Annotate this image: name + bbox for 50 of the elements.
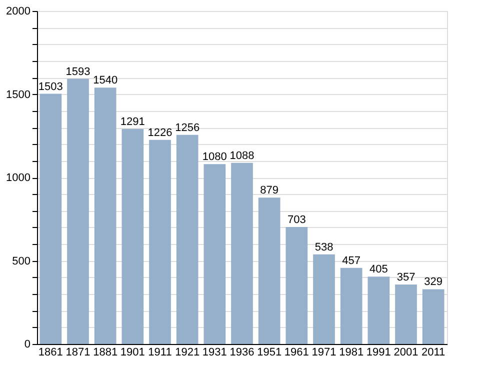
bar	[340, 268, 362, 344]
bar	[313, 254, 335, 344]
x-tick-label: 1961	[284, 346, 309, 358]
x-tick-label: 1871	[66, 346, 90, 358]
data-label: 703	[287, 214, 306, 226]
x-tick-label: 1931	[202, 346, 227, 358]
data-label: 457	[342, 254, 361, 267]
x-tick-label: 1991	[366, 346, 391, 358]
x-tick-label: 2011	[422, 346, 446, 358]
data-label: 1540	[93, 74, 118, 87]
x-tick-label: 1861	[38, 346, 63, 358]
bar	[422, 289, 444, 344]
x-tick-label: 1881	[93, 346, 118, 358]
y-tick-label: 2000	[6, 6, 30, 18]
data-label: 1291	[120, 116, 145, 128]
x-tick-label: 2001	[394, 346, 418, 358]
x-tick-label: 1981	[339, 346, 364, 358]
bar	[258, 198, 280, 344]
bar	[40, 94, 62, 344]
bar	[149, 140, 171, 344]
bar	[122, 129, 144, 344]
data-label: 879	[260, 184, 279, 197]
bar	[204, 164, 226, 344]
data-label: 538	[314, 241, 334, 254]
bar	[286, 226, 308, 344]
x-tick-label: 1921	[175, 346, 200, 358]
data-label: 1226	[148, 126, 172, 139]
x-tick-label: 1951	[257, 346, 282, 358]
y-tick-label: 0	[24, 338, 30, 350]
data-label: 1088	[230, 150, 254, 162]
x-tick-label: 1936	[230, 346, 254, 358]
data-label: 1503	[38, 80, 63, 93]
bar	[395, 284, 417, 344]
x-tick-label: 1911	[148, 346, 172, 358]
bar	[67, 78, 89, 344]
y-tick-label: 500	[12, 255, 30, 268]
data-label: 405	[369, 264, 388, 276]
data-label: 1593	[66, 66, 90, 78]
x-tick-label: 1901	[120, 346, 145, 358]
bar	[231, 162, 253, 344]
y-tick-label: 1000	[6, 172, 30, 184]
bar	[94, 88, 116, 344]
data-label: 1080	[202, 151, 227, 164]
data-label: 357	[396, 272, 416, 284]
x-tick-label: 1971	[312, 346, 336, 358]
bar	[368, 276, 390, 344]
data-label: 1256	[175, 122, 200, 134]
data-label: 329	[424, 276, 443, 288]
bar	[176, 134, 198, 344]
y-tick-label: 1500	[6, 88, 30, 101]
